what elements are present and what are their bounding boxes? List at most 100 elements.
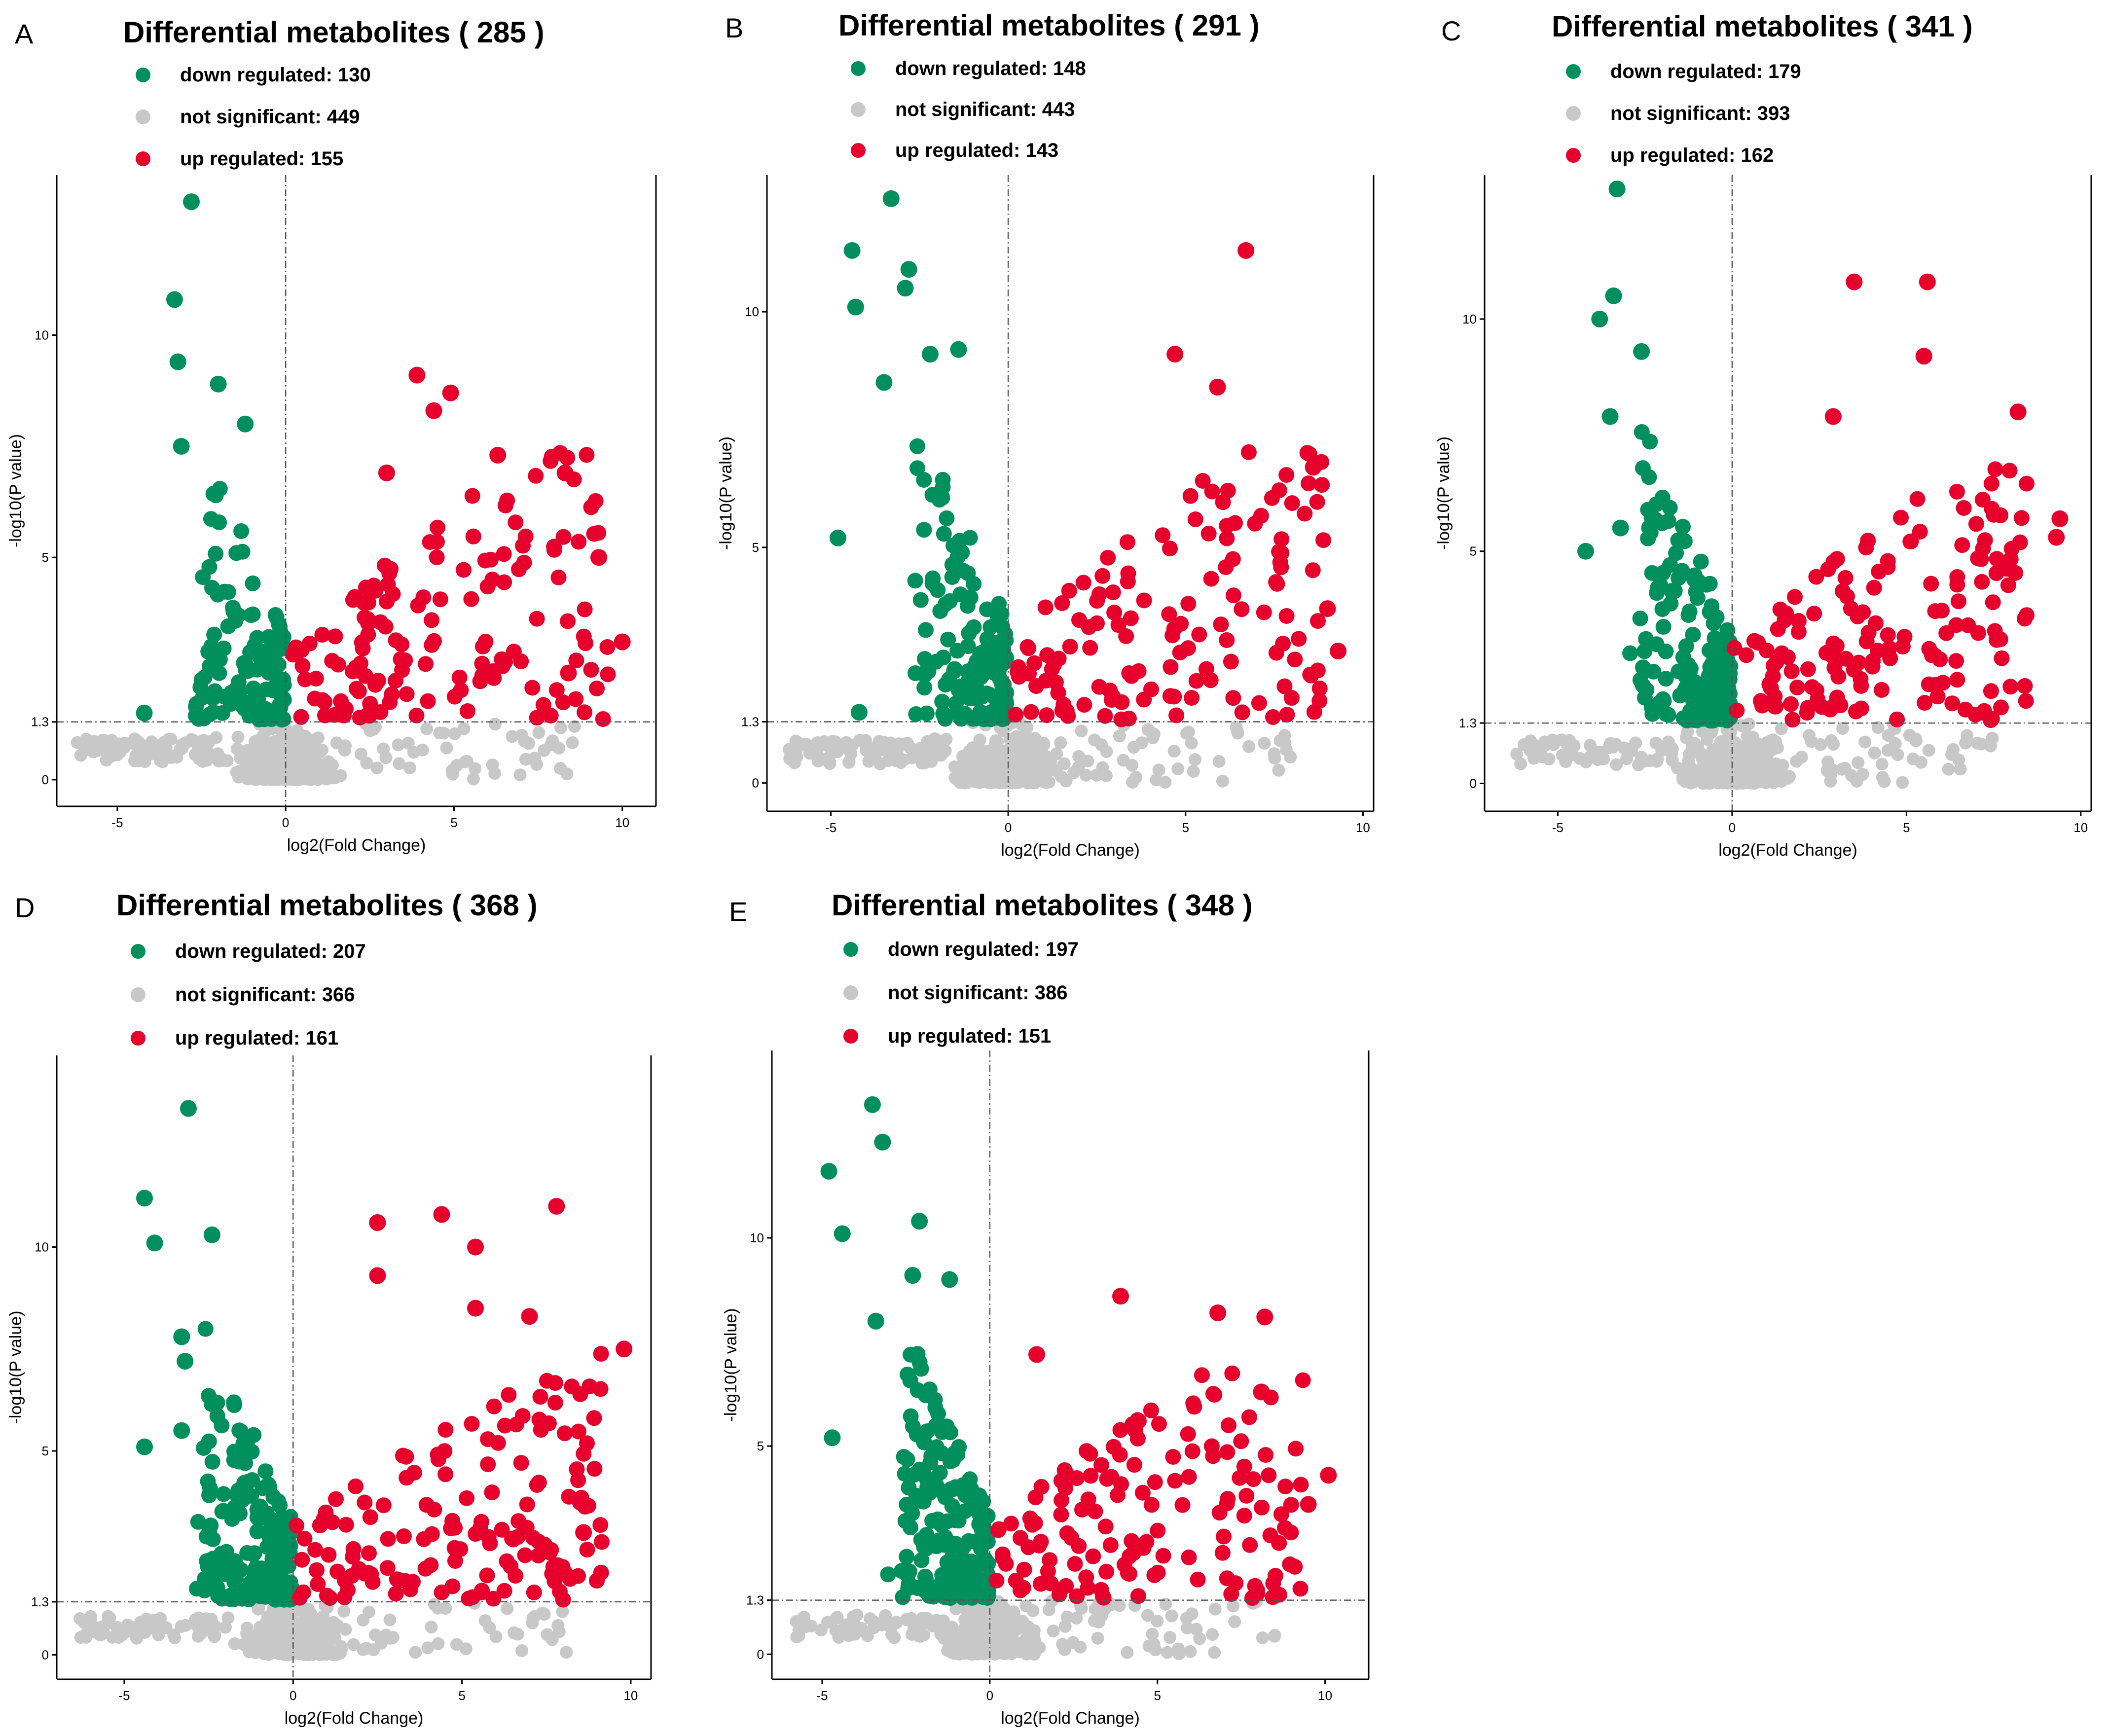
point-up (1039, 707, 1055, 723)
legend-label-up: up regulated: 161 (175, 1027, 338, 1049)
point-up (1209, 379, 1226, 396)
point-ns (311, 764, 324, 778)
legend-marker-down (851, 61, 866, 76)
point-up (593, 1346, 609, 1362)
point-up (600, 666, 616, 683)
point-up (496, 546, 512, 562)
point-down (930, 1578, 946, 1594)
point-ns (1075, 1602, 1088, 1615)
point-down (1675, 519, 1691, 535)
point-up (429, 534, 445, 550)
point-down (936, 526, 952, 542)
point-ns (811, 755, 825, 767)
point-up (1008, 707, 1024, 723)
point-down (1577, 542, 1594, 560)
point-down (222, 1591, 239, 1607)
point-down (203, 511, 219, 527)
point-down (1681, 603, 1698, 619)
point-down (246, 1427, 262, 1443)
y-tick-label-e: 10 (750, 1230, 764, 1245)
legend-label-up: up regulated: 151 (888, 1025, 1051, 1047)
point-up (496, 574, 512, 590)
point-ns (1555, 733, 1568, 747)
point-up (479, 1567, 495, 1584)
point-up (528, 468, 544, 484)
point-up (432, 591, 448, 608)
point-up (1214, 1545, 1231, 1561)
point-up (397, 652, 413, 668)
point-up (1814, 699, 1830, 715)
point-up (1060, 708, 1076, 724)
point-down (960, 638, 976, 654)
point-ns (179, 1619, 192, 1632)
point-ns (1891, 748, 1904, 761)
point-up (1291, 631, 1307, 647)
point-ns (991, 735, 1004, 749)
point-up (1948, 617, 1964, 633)
point-up (1033, 1479, 1050, 1495)
point-down (955, 1477, 971, 1493)
point-down (1638, 631, 1654, 647)
point-up (1277, 1479, 1294, 1494)
point-up (358, 579, 374, 596)
point-up (592, 1517, 609, 1533)
point-up (474, 655, 490, 672)
point-up (1858, 540, 1874, 556)
point-up (579, 1542, 595, 1558)
y-tick-label-d: 1.3 (31, 1594, 49, 1609)
point-ns (77, 1616, 91, 1629)
legend-label-ns: not significant: 386 (888, 982, 1068, 1004)
point-down (949, 1447, 966, 1463)
point-up (1236, 1508, 1252, 1524)
point-ns (1871, 721, 1885, 734)
point-ns (85, 736, 98, 749)
point-ns (1922, 744, 1935, 757)
point-up (1151, 1416, 1167, 1432)
y-tick-label-a: 0 (42, 772, 49, 787)
points-b (783, 190, 1347, 790)
legend-c: down regulated: 179 not significant: 393 u… (1566, 61, 1801, 166)
point-up (1799, 705, 1815, 721)
point-ns (337, 1604, 351, 1618)
point-up (1767, 698, 1783, 715)
point-down (1685, 626, 1701, 643)
point-ns (966, 1644, 980, 1658)
point-ns (1783, 770, 1796, 783)
legend-label-up: up regulated: 162 (1610, 145, 1774, 166)
point-up (586, 1461, 603, 1477)
point-ns (316, 743, 328, 757)
point-down (243, 1488, 259, 1504)
point-up (1273, 1506, 1289, 1522)
point-ns (105, 747, 118, 760)
point-up (1983, 683, 1999, 699)
point-up (548, 682, 565, 698)
point-up (1780, 649, 1796, 665)
point-up (1320, 1467, 1337, 1484)
point-ns (905, 1612, 918, 1625)
point-up (1033, 1576, 1049, 1592)
point-ns (847, 1610, 860, 1624)
point-up (417, 1560, 434, 1577)
point-up (322, 1590, 338, 1606)
point-up (1203, 1438, 1220, 1454)
point-up (459, 1490, 475, 1506)
point-ns (1147, 727, 1161, 741)
point-down (193, 672, 210, 688)
point-ns (968, 773, 981, 786)
point-up (1082, 1446, 1098, 1462)
point-up (1167, 1473, 1183, 1489)
point-up (1880, 553, 1896, 569)
y-tick-label-c: 1.3 (1459, 716, 1477, 730)
point-ns (421, 1641, 435, 1655)
point-ns (1771, 741, 1784, 755)
point-ns (873, 757, 887, 770)
point-ns (1039, 757, 1052, 770)
legend-label-down: down regulated: 179 (1610, 61, 1801, 82)
point-up (1219, 518, 1235, 534)
point-down (972, 704, 988, 720)
point-ns (488, 718, 502, 731)
point-ns (1152, 763, 1165, 777)
point-up (514, 1408, 531, 1424)
point-ns (941, 1625, 954, 1638)
point-ns (1075, 724, 1088, 738)
